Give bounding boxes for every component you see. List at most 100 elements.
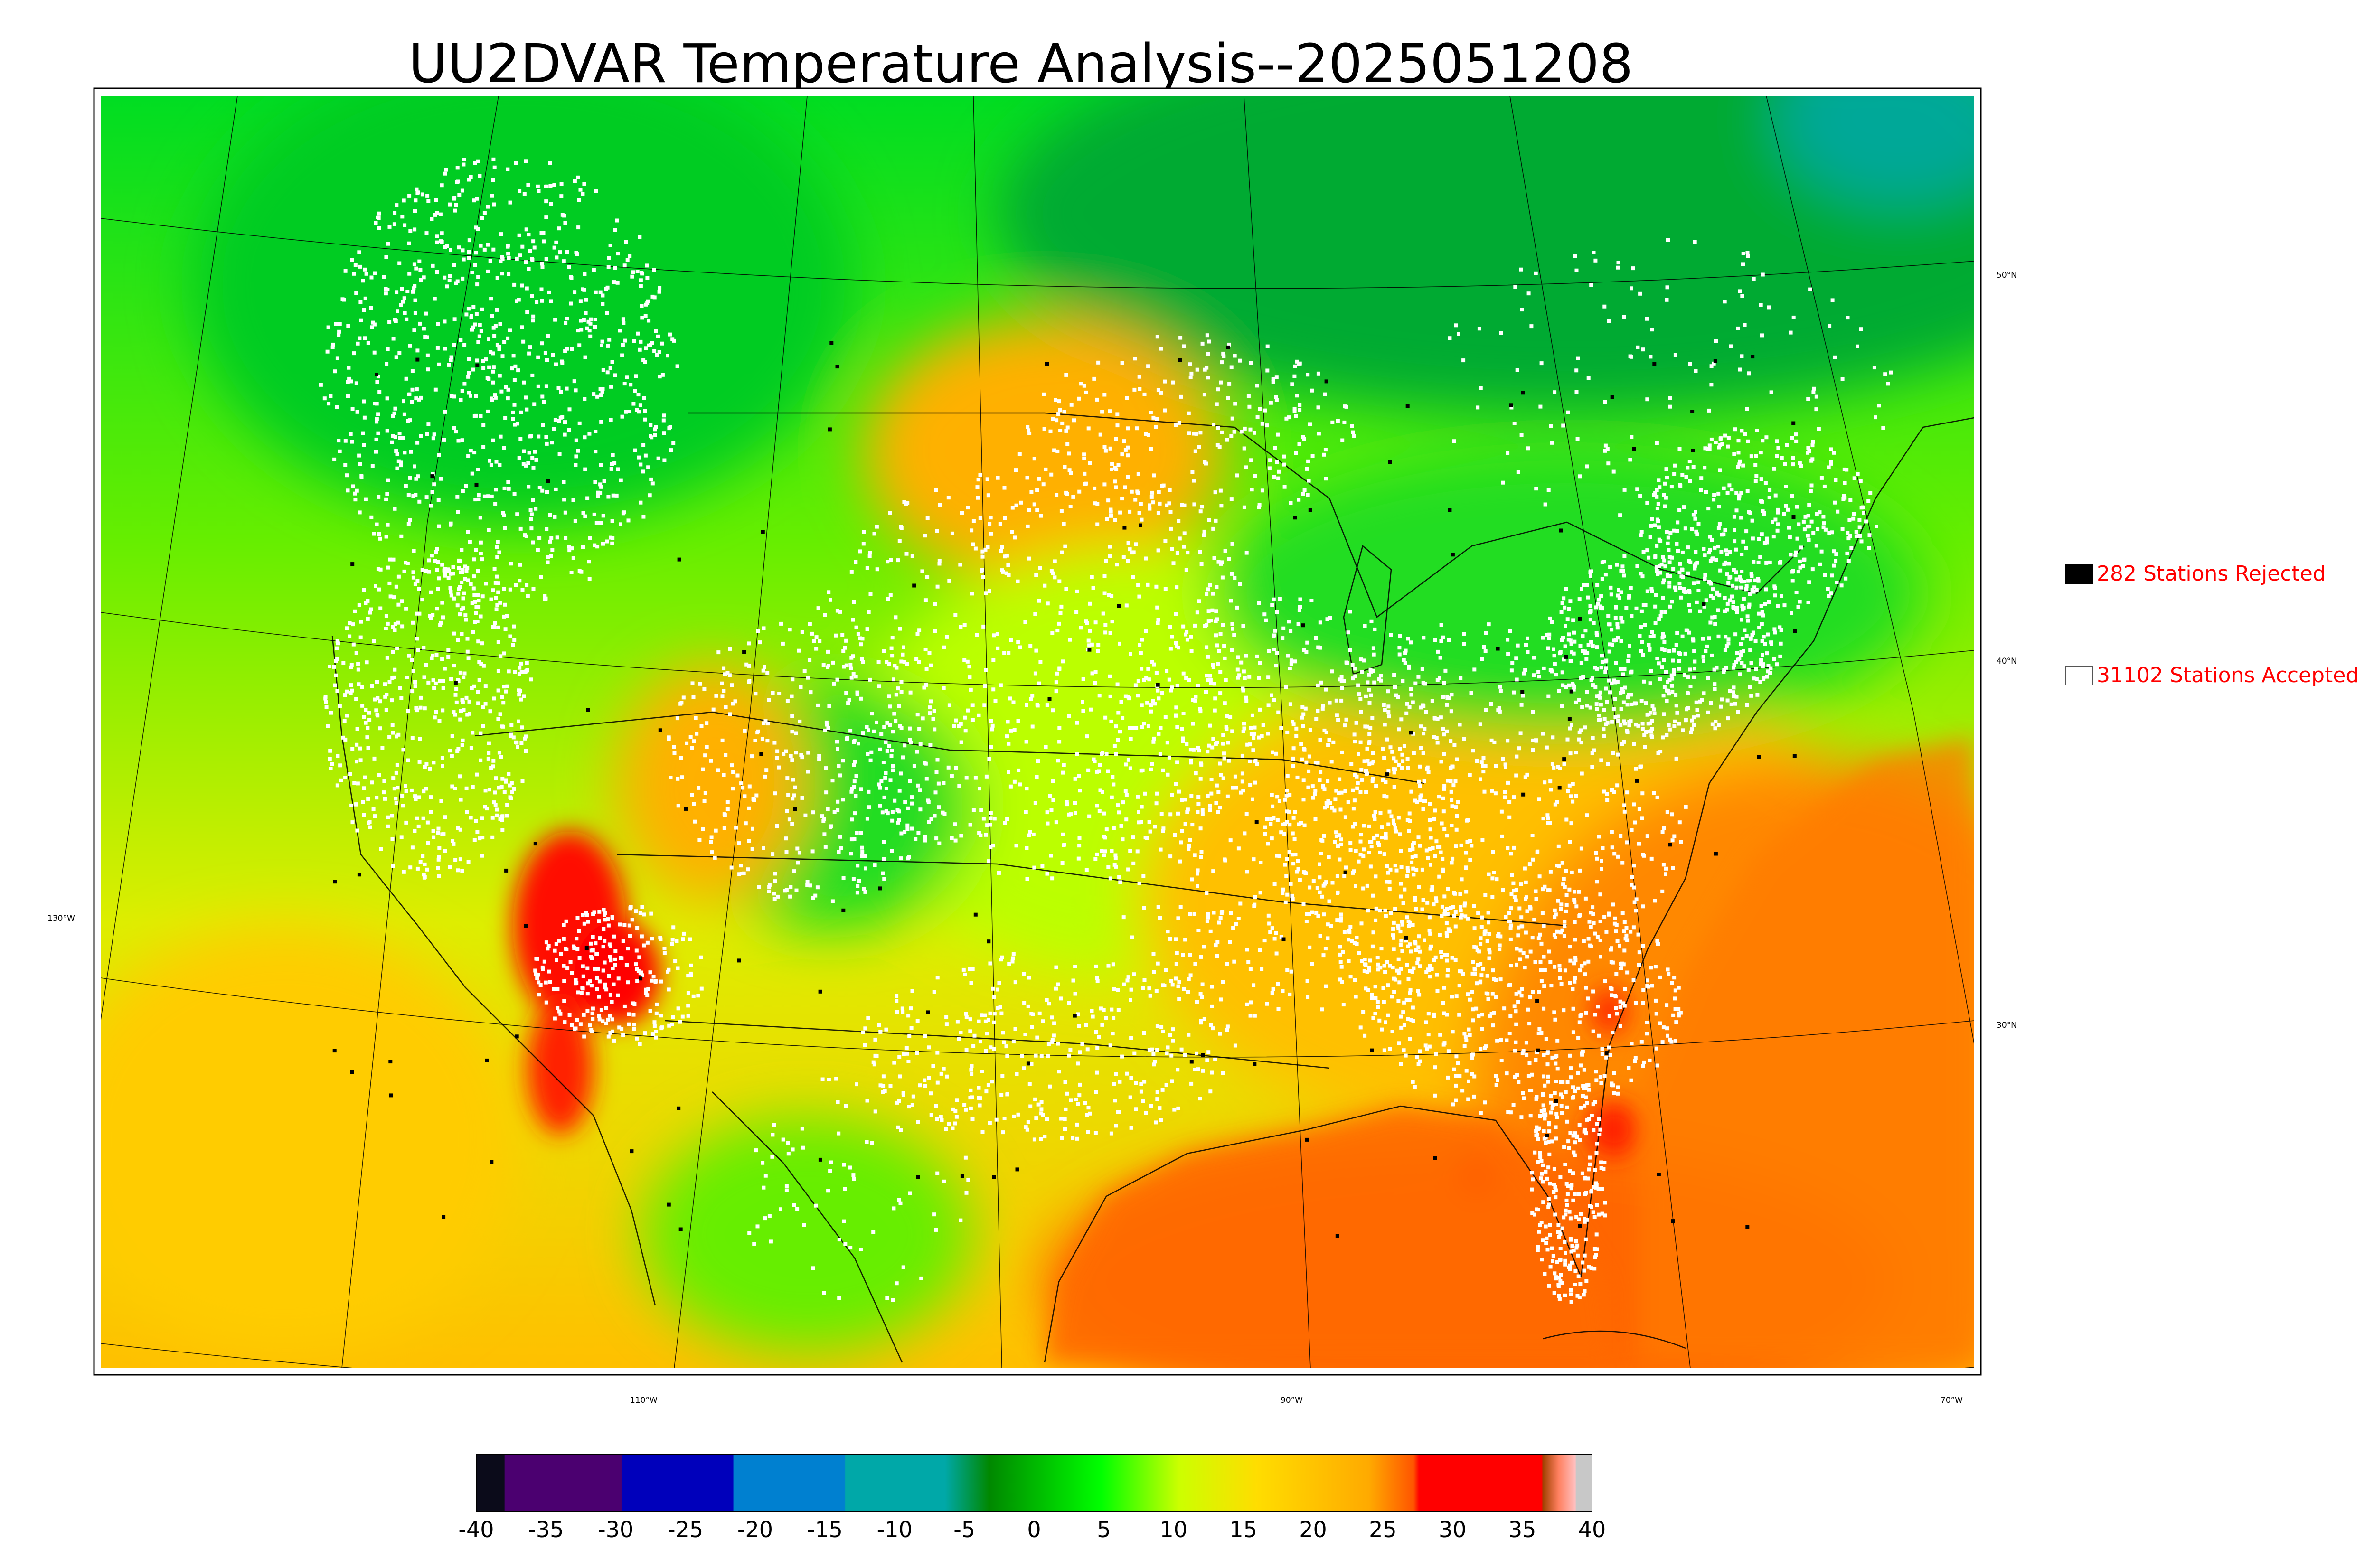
station-accepted xyxy=(1591,644,1595,648)
station-accepted xyxy=(1450,798,1454,802)
station-accepted xyxy=(1740,661,1744,665)
station-accepted xyxy=(1386,871,1390,875)
station-accepted xyxy=(763,719,768,723)
station-accepted xyxy=(592,512,596,516)
station-accepted xyxy=(1121,555,1126,559)
station-accepted xyxy=(337,439,341,443)
station-accepted xyxy=(493,803,498,807)
station-accepted xyxy=(443,410,447,414)
station-accepted xyxy=(1590,751,1594,755)
station-accepted xyxy=(594,450,598,454)
station-accepted xyxy=(1641,944,1645,948)
station-accepted xyxy=(1338,833,1342,837)
station-accepted xyxy=(1577,597,1582,601)
station-accepted xyxy=(421,816,425,820)
station-accepted xyxy=(1449,766,1453,770)
station-accepted xyxy=(1868,491,1873,495)
station-accepted xyxy=(391,776,396,780)
station-accepted xyxy=(387,581,392,585)
station-accepted xyxy=(1412,751,1416,755)
station-accepted xyxy=(1196,810,1200,814)
station-accepted xyxy=(1228,715,1233,719)
station-accepted xyxy=(481,366,486,370)
station-accepted xyxy=(1557,689,1561,693)
station-accepted xyxy=(767,885,772,889)
station-accepted xyxy=(1439,715,1443,720)
station-accepted xyxy=(493,621,497,625)
station-accepted xyxy=(1205,674,1209,678)
station-accepted xyxy=(1139,769,1143,773)
station-accepted xyxy=(429,590,433,594)
station-accepted xyxy=(823,728,827,732)
station-accepted xyxy=(1409,789,1413,794)
station-accepted xyxy=(428,767,432,771)
station-accepted xyxy=(1537,797,1541,801)
station-accepted xyxy=(1637,842,1641,846)
station-accepted xyxy=(1505,1038,1509,1042)
station-accepted xyxy=(359,620,363,624)
station-accepted xyxy=(1734,607,1738,611)
station-accepted xyxy=(1085,621,1089,625)
station-accepted xyxy=(1371,893,1375,898)
station-accepted xyxy=(1724,562,1729,566)
station-accepted xyxy=(1354,849,1358,853)
station-accepted xyxy=(356,341,360,346)
station-accepted xyxy=(1361,1010,1366,1014)
station-accepted xyxy=(458,559,462,563)
station-accepted xyxy=(1752,585,1757,590)
station-accepted xyxy=(1208,804,1212,808)
station-accepted xyxy=(1672,528,1676,533)
station-accepted xyxy=(1728,689,1732,693)
station-accepted xyxy=(414,706,418,710)
station-accepted xyxy=(832,810,837,814)
station-accepted xyxy=(1565,617,1570,621)
station-accepted xyxy=(1409,640,1413,645)
station-accepted xyxy=(1404,998,1409,1002)
station-accepted xyxy=(467,391,471,395)
station-accepted xyxy=(1498,943,1502,948)
station-accepted xyxy=(660,341,664,346)
station-accepted xyxy=(472,574,476,579)
station-accepted xyxy=(777,765,781,770)
station-accepted xyxy=(1301,724,1305,728)
station-accepted xyxy=(1257,676,1261,680)
station-accepted xyxy=(1156,618,1160,622)
station-accepted xyxy=(1284,793,1289,798)
station-accepted xyxy=(1670,812,1674,817)
station-accepted xyxy=(1112,782,1116,787)
station-accepted xyxy=(493,393,497,397)
station-accepted xyxy=(765,671,770,675)
station-accepted xyxy=(1363,962,1367,967)
station-accepted xyxy=(1826,587,1830,591)
station-accepted xyxy=(868,758,873,762)
station-accepted xyxy=(1686,571,1690,575)
station-accepted xyxy=(542,400,546,404)
station-accepted xyxy=(1136,694,1140,698)
station-accepted xyxy=(470,471,474,476)
station-accepted xyxy=(1055,629,1060,633)
station-accepted xyxy=(601,293,605,298)
station-accepted xyxy=(346,324,350,328)
station-accepted xyxy=(466,375,471,379)
station-accepted xyxy=(1686,545,1690,550)
station-accepted xyxy=(1397,646,1402,650)
station-accepted xyxy=(611,453,615,457)
station-accepted xyxy=(1552,933,1556,937)
station-accepted xyxy=(1037,599,1041,603)
station-accepted xyxy=(1562,762,1566,766)
station-accepted xyxy=(1188,838,1192,842)
station-accepted xyxy=(440,756,444,760)
station-accepted xyxy=(1506,739,1510,743)
station-accepted xyxy=(872,532,876,536)
station-accepted xyxy=(773,879,777,883)
station-accepted xyxy=(574,251,578,254)
station-accepted xyxy=(1845,551,1849,555)
station-accepted xyxy=(1734,695,1739,699)
station-accepted xyxy=(1523,866,1527,871)
station-accepted xyxy=(1229,911,1233,915)
station-accepted xyxy=(1487,872,1491,876)
station-accepted xyxy=(1449,739,1453,743)
station-accepted xyxy=(1618,1005,1622,1009)
station-accepted xyxy=(586,319,591,324)
station-accepted xyxy=(1213,696,1217,701)
